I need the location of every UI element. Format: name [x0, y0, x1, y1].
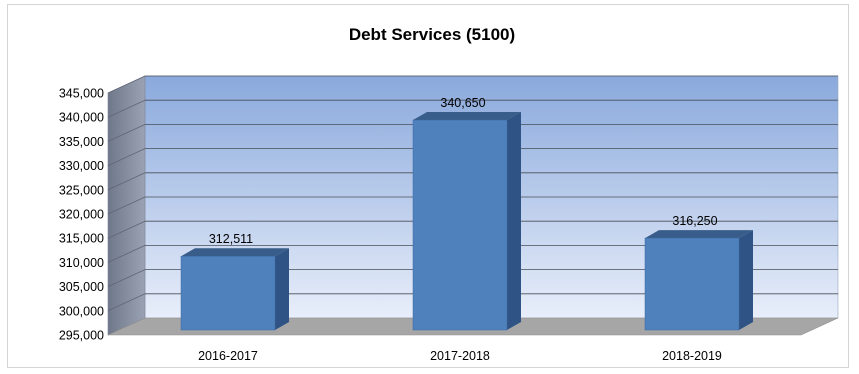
- data-label: 340,650: [440, 96, 485, 110]
- bar-front-face: [180, 255, 276, 331]
- gridline-side: [107, 172, 146, 191]
- bar-top-face: [413, 112, 521, 121]
- bar-side-face: [507, 112, 521, 330]
- y-tick-label: 330,000: [59, 159, 104, 173]
- y-tick-label: 295,000: [59, 329, 104, 343]
- gridline-side: [107, 124, 146, 142]
- y-tick-label: 310,000: [59, 256, 104, 270]
- gridline-side: [107, 269, 146, 287]
- chart-labels: Debt Services (5100) 295,000 300,000 305,0…: [59, 25, 722, 363]
- data-label: 312,511: [209, 232, 253, 246]
- x-tick-label: 2018-2019: [662, 349, 722, 363]
- gridline-side: [107, 75, 146, 94]
- chart-frame: [7, 4, 849, 368]
- y-tick-label: 300,000: [59, 304, 104, 318]
- y-tick-label: 320,000: [59, 208, 104, 222]
- bar-2018-2019: [644, 230, 753, 331]
- bar-top-face: [645, 230, 753, 239]
- y-tick-label: 315,000: [59, 232, 104, 246]
- y-tick-label: 335,000: [59, 135, 104, 149]
- bars: [180, 112, 753, 331]
- gridline-side: [107, 245, 146, 263]
- bar-side-face: [275, 248, 289, 330]
- y-tick-label: 305,000: [59, 280, 104, 294]
- gridline-side: [107, 220, 146, 239]
- bar-front-face: [644, 237, 740, 331]
- bar-2016-2017: [180, 248, 289, 331]
- x-tick-label: 2016-2017: [198, 349, 258, 363]
- bar-front-face: [412, 119, 508, 331]
- data-label: 316,250: [672, 214, 717, 228]
- gridline-side: [107, 99, 146, 118]
- y-tick-label: 325,000: [59, 183, 104, 197]
- y-tick-label: 345,000: [59, 87, 104, 101]
- gridline-side: [107, 148, 146, 166]
- chart-title: Debt Services (5100): [349, 25, 515, 44]
- gridline-side: [107, 196, 146, 215]
- bar-2017-2018: [412, 112, 521, 331]
- gridline-side: [107, 293, 146, 312]
- bar-side-face: [739, 230, 753, 330]
- bar-top-face: [181, 248, 289, 257]
- x-tick-label: 2017-2018: [430, 349, 490, 363]
- y-tick-label: 340,000: [59, 111, 104, 125]
